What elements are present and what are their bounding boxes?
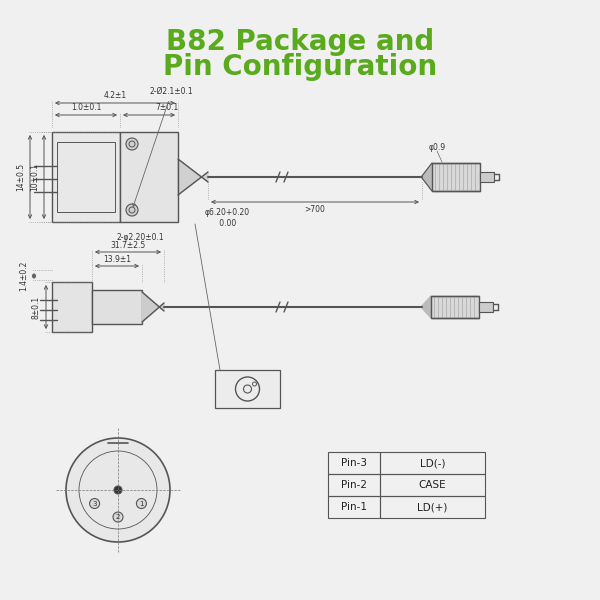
Text: 2: 2 [116, 514, 120, 520]
Bar [380, 474, 485, 496]
Bar [480, 172, 494, 182]
Polygon shape [142, 292, 164, 322]
Text: φ6.20+0.20
      0.00: φ6.20+0.20 0.00 [205, 208, 250, 227]
Polygon shape [422, 296, 431, 318]
Text: 1: 1 [139, 500, 143, 506]
Text: LD(-): LD(-) [420, 458, 445, 468]
Circle shape [126, 204, 138, 216]
Text: Pin Configuration: Pin Configuration [163, 53, 437, 81]
Text: 3: 3 [92, 500, 97, 506]
Text: φ0.9: φ0.9 [428, 142, 446, 151]
Bar [52, 132, 120, 222]
Bar [431, 296, 479, 318]
Text: B82 Package and: B82 Package and [166, 28, 434, 56]
Text: 2-Ø2.1±0.1: 2-Ø2.1±0.1 [133, 87, 194, 206]
Bar [380, 452, 485, 474]
Circle shape [113, 512, 123, 522]
Text: 10±0.1: 10±0.1 [31, 163, 40, 191]
Bar [479, 302, 493, 312]
Text: 31.7±2.5: 31.7±2.5 [110, 241, 146, 250]
Polygon shape [178, 159, 208, 195]
Text: CASE: CASE [419, 480, 446, 490]
Text: Pin-1: Pin-1 [341, 502, 367, 512]
Text: Pin-2: Pin-2 [341, 480, 367, 490]
Bar [432, 163, 480, 191]
Circle shape [114, 486, 122, 494]
Bar [380, 496, 485, 518]
Bar [120, 132, 178, 222]
Circle shape [66, 438, 170, 542]
Text: 4.2±1: 4.2±1 [103, 91, 127, 100]
Bar [52, 282, 92, 332]
Bar [328, 452, 380, 474]
Text: Pin-3: Pin-3 [341, 458, 367, 468]
Text: LD(+): LD(+) [418, 502, 448, 512]
Circle shape [136, 499, 146, 509]
Text: 1.0±0.1: 1.0±0.1 [71, 103, 101, 113]
Bar [328, 496, 380, 518]
Bar [57, 142, 115, 212]
Text: 2-φ2.20±0.1: 2-φ2.20±0.1 [116, 232, 164, 241]
Bar [328, 474, 380, 496]
Text: 1.4±0.2: 1.4±0.2 [19, 261, 29, 291]
Text: 7±0.1: 7±0.1 [155, 103, 179, 113]
Text: >700: >700 [305, 205, 325, 214]
Circle shape [126, 138, 138, 150]
Bar [277, 173, 288, 181]
Bar [215, 370, 280, 408]
Text: 13.9±1: 13.9±1 [103, 254, 131, 263]
Polygon shape [422, 163, 432, 191]
Text: 8±0.1: 8±0.1 [32, 295, 41, 319]
Circle shape [89, 499, 100, 509]
Text: 14±0.5: 14±0.5 [17, 163, 25, 191]
Bar [277, 303, 288, 311]
Bar [92, 290, 142, 324]
